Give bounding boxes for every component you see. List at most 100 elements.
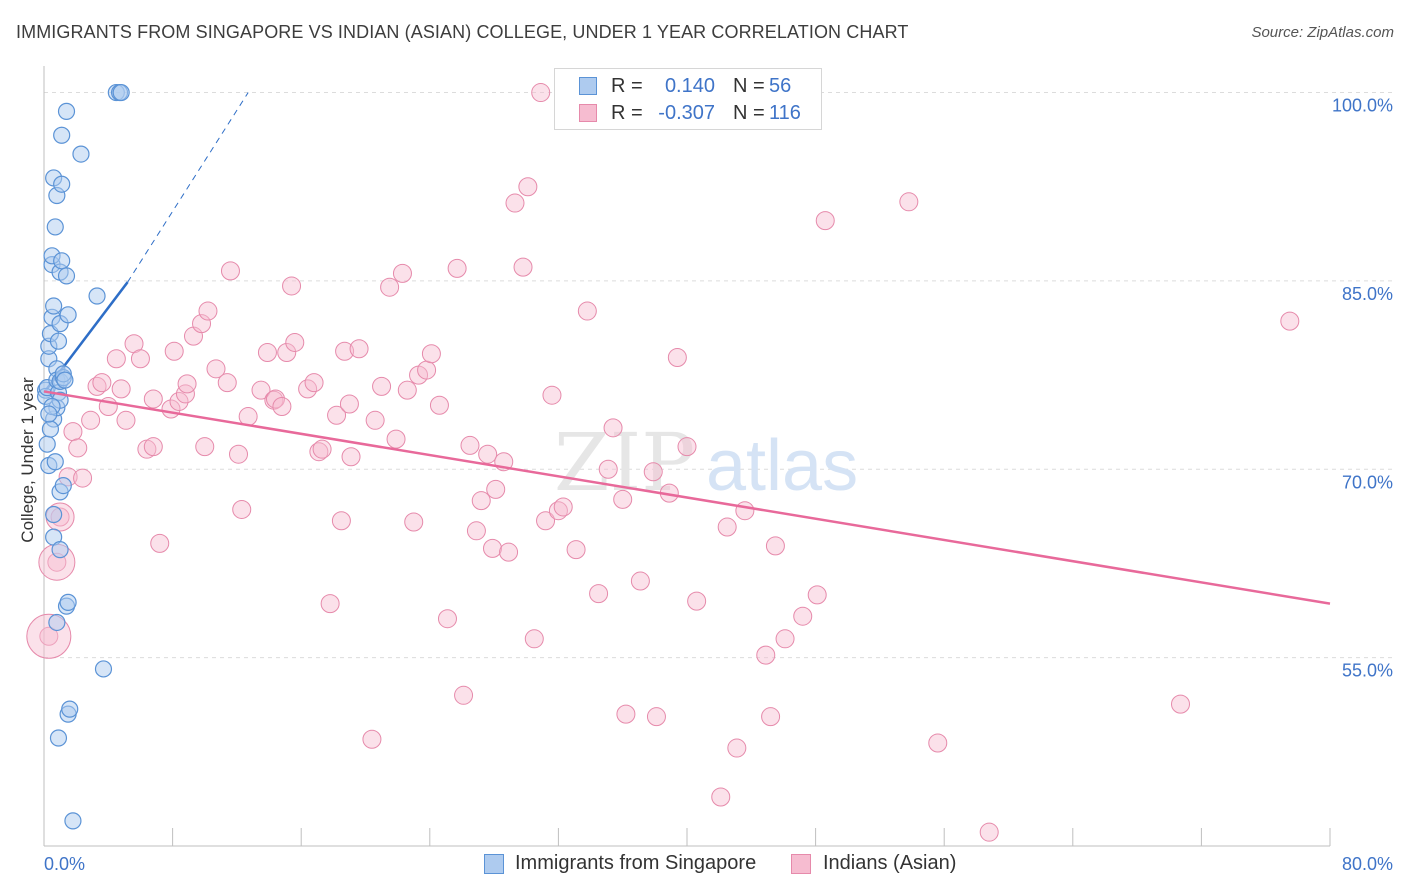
point-indians-asian: [603, 418, 623, 438]
point-indians-asian: [447, 258, 467, 278]
chart-title: IMMIGRANTS FROM SINGAPORE VS INDIAN (ASI…: [16, 22, 909, 42]
legend-row-singapore: R = 0.140 N = 56: [555, 73, 821, 101]
point-indians-asian: [335, 341, 355, 361]
point-singapore: [49, 729, 68, 747]
point-indians-asian: [589, 584, 609, 604]
point-indians-asian: [192, 314, 212, 334]
series-legend: Immigrants from Singapore Indians (Asian…: [0, 850, 1406, 880]
point-indians-asian: [116, 410, 136, 430]
axes: [43, 66, 1331, 847]
point-indians-asian: [257, 342, 277, 362]
legend-swatch-pink: [579, 104, 597, 122]
point-singapore: [53, 252, 71, 270]
point-indians-asian: [646, 707, 666, 727]
point-indians-asian: [372, 376, 392, 396]
point-singapore: [53, 126, 71, 144]
gridlines: [44, 92, 1392, 659]
watermark-zip: ZIP: [554, 416, 695, 509]
point-indians-asian: [251, 380, 271, 400]
point-singapore: [56, 371, 74, 389]
trendline-indians: [43, 390, 1331, 605]
point-indians-asian: [362, 729, 382, 749]
point-indians-asian: [542, 385, 562, 405]
point-indians-asian: [198, 301, 218, 321]
point-indians-asian: [613, 489, 633, 509]
point-singapore: [46, 453, 64, 471]
point-singapore: [64, 812, 82, 830]
point-indians-asian: [143, 389, 163, 409]
point-singapore: [59, 306, 77, 324]
point-singapore: [94, 660, 113, 678]
point-singapore: [40, 405, 58, 423]
x-tick-label-max: 80.0%: [1342, 854, 1393, 874]
legend-label-singapore: Immigrants from Singapore: [515, 852, 757, 874]
point-indians-asian: [339, 394, 359, 414]
point-indians-asian: [518, 177, 538, 197]
n-label: N =: [733, 102, 765, 124]
point-indians-asian: [39, 626, 59, 646]
source-label: Source: ZipAtlas.com: [1251, 24, 1394, 41]
point-indians-asian: [320, 594, 340, 614]
point-indians-asian: [486, 479, 506, 499]
x-tick-label-min: 0.0%: [44, 854, 85, 874]
legend-row-indians: R = -0.307 N = 116: [555, 100, 821, 128]
point-singapore: [57, 267, 76, 285]
point-indians-asian: [68, 438, 88, 458]
point-indians-asian: [630, 571, 650, 591]
point-indians-asian: [404, 512, 424, 532]
point-indians-asian: [1171, 694, 1191, 714]
correlation-legend: R = 0.140 N = 56 R = -0.307 N = 116: [554, 68, 822, 130]
trendline-singapore-extension: [127, 92, 249, 283]
point-singapore: [61, 700, 79, 718]
point-indians-asian: [437, 609, 457, 629]
point-indians-asian: [460, 435, 480, 455]
point-indians-asian: [327, 405, 347, 425]
point-indians-asian: [899, 192, 919, 212]
point-indians-asian: [392, 263, 412, 283]
point-indians-asian: [143, 437, 163, 457]
point-indians-asian: [466, 521, 486, 541]
point-indians-asian: [727, 738, 747, 758]
point-indians-asian: [711, 787, 731, 807]
r-value: -0.307: [658, 102, 715, 124]
point-indians-asian: [106, 349, 126, 369]
point-indians-asian: [220, 261, 240, 281]
point-indians-asian: [206, 359, 226, 379]
point-indians-asian: [282, 276, 302, 296]
point-indians-asian: [365, 410, 385, 430]
point-indians-asian: [735, 501, 755, 521]
tick-labels: 100.0% 85.0% 70.0% 55.0% 0.0% 80.0%: [44, 96, 1393, 874]
point-indians-asian: [616, 704, 636, 724]
point-indians-asian: [421, 344, 441, 364]
y-tick-label: 85.0%: [1342, 284, 1393, 304]
point-indians-asian: [304, 373, 324, 393]
point-indians-asian: [386, 429, 406, 449]
y-axis-label: College, Under 1 year: [18, 377, 37, 543]
legend-swatch-singapore: [484, 854, 504, 874]
points-indians-asian: [26, 83, 1300, 842]
point-singapore: [54, 477, 72, 495]
point-singapore: [51, 541, 69, 559]
point-indians-asian: [195, 437, 215, 457]
point-indians-asian: [499, 542, 519, 562]
point-indians-asian: [524, 629, 544, 649]
point-indians-asian: [566, 540, 586, 560]
point-indians-asian: [150, 533, 170, 553]
legend-label-indians: Indians (Asian): [823, 852, 957, 874]
n-value: 116: [769, 102, 801, 124]
point-indians-asian: [309, 442, 329, 462]
point-singapore: [59, 593, 77, 611]
point-indians-asian: [277, 342, 297, 362]
point-singapore: [46, 218, 64, 236]
point-singapore: [45, 297, 63, 315]
r-label: R =: [611, 75, 643, 97]
point-indians-asian: [229, 444, 249, 464]
point-indians-asian: [264, 390, 284, 410]
point-indians-asian: [169, 391, 189, 411]
y-tick-label: 70.0%: [1342, 472, 1393, 492]
point-indians-asian: [92, 373, 112, 393]
point-indians-asian: [513, 257, 533, 277]
point-indians-asian: [265, 389, 285, 409]
point-singapore: [53, 175, 71, 193]
legend-swatch-indians: [791, 854, 811, 874]
